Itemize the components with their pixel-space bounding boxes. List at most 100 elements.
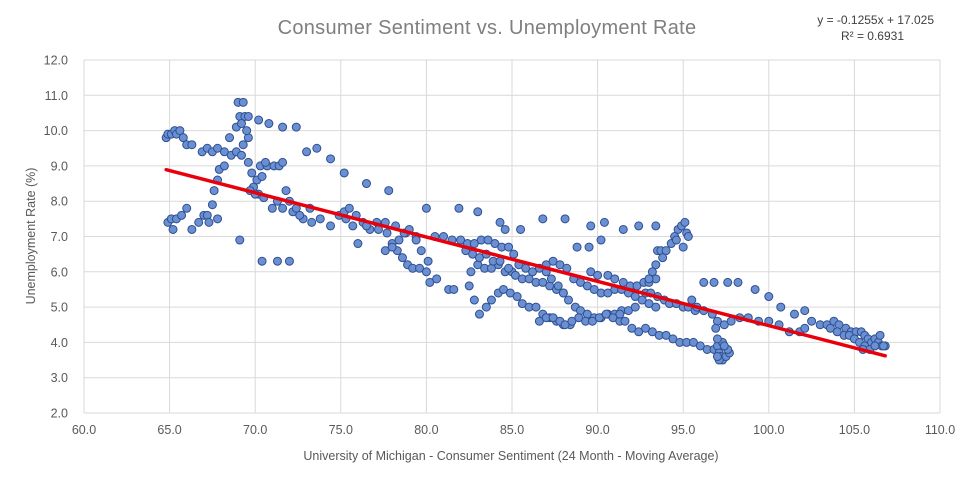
data-point [608, 313, 618, 323]
data-point [712, 352, 722, 362]
data-point [187, 140, 197, 150]
data-point [764, 292, 774, 302]
data-point [278, 203, 288, 213]
data-point [733, 277, 743, 287]
data-point [307, 217, 317, 227]
data-point [469, 295, 479, 305]
data-point [425, 277, 435, 287]
data-point [243, 157, 253, 167]
data-point [213, 214, 223, 224]
data-point [474, 309, 484, 319]
data-point [284, 256, 294, 266]
data-point [620, 316, 630, 326]
data-point [213, 143, 223, 153]
y-tick-label: 6.0 [51, 265, 68, 279]
x-tick-label: 65.0 [157, 423, 181, 437]
data-point [411, 235, 421, 245]
data-point [247, 168, 257, 178]
data-point [254, 115, 264, 125]
data-point [344, 203, 354, 213]
data-point [225, 133, 235, 143]
data-point [272, 256, 282, 266]
data-point [647, 267, 657, 277]
data-point [567, 316, 577, 326]
data-point [517, 299, 527, 309]
y-axis-label: Unemployment Rate (%) [24, 168, 38, 305]
data-point [504, 242, 514, 252]
data-point [586, 221, 596, 231]
data-point [546, 274, 556, 284]
data-point [593, 270, 603, 280]
data-point [658, 253, 668, 263]
data-point [387, 242, 397, 252]
data-point [641, 323, 651, 333]
data-point [599, 217, 609, 227]
data-point [348, 221, 358, 231]
data-point [486, 295, 496, 305]
y-tick-label: 4.0 [51, 336, 68, 350]
data-point [560, 320, 570, 330]
x-tick-label: 95.0 [671, 423, 695, 437]
x-tick-label: 105.0 [839, 423, 870, 437]
data-point [464, 281, 474, 291]
data-point [339, 168, 349, 178]
data-point [182, 203, 192, 213]
data-point [589, 284, 599, 294]
data-point [531, 302, 541, 312]
data-point [505, 288, 515, 298]
x-tick-label: 75.0 [329, 423, 353, 437]
trendline-equation: y = -0.1255x + 17.025 [817, 13, 934, 27]
data-point [295, 210, 305, 220]
data-point [560, 214, 570, 224]
data-point [278, 157, 288, 167]
data-point [302, 147, 312, 157]
data-point [524, 274, 534, 284]
data-point [695, 341, 705, 351]
data-point [474, 253, 484, 263]
data-point [574, 313, 584, 323]
data-point [481, 302, 491, 312]
data-point [384, 186, 394, 196]
data-point [651, 302, 661, 312]
data-point [504, 263, 514, 273]
data-point [586, 267, 596, 277]
data-point [603, 288, 613, 298]
data-point [528, 267, 538, 277]
data-point [618, 224, 628, 234]
data-point [538, 277, 548, 287]
data-point [719, 320, 729, 330]
data-point [326, 221, 336, 231]
data-point [257, 171, 267, 181]
data-point [712, 334, 722, 344]
data-point [661, 330, 671, 340]
data-point [879, 341, 889, 351]
data-point [416, 246, 426, 256]
data-point [610, 274, 620, 284]
trendline-group [164, 167, 887, 358]
data-point [596, 235, 606, 245]
data-point [699, 277, 709, 287]
data-point [421, 267, 431, 277]
data-point [242, 126, 252, 136]
data-point [553, 281, 563, 291]
data-point [587, 316, 597, 326]
data-point [281, 186, 291, 196]
data-point [825, 323, 835, 333]
data-point [326, 154, 336, 164]
data-point [315, 214, 325, 224]
data-point [291, 122, 301, 132]
data-point [380, 246, 390, 256]
data-point [177, 210, 187, 220]
data-point [687, 295, 697, 305]
data-point [711, 323, 721, 333]
data-point [238, 97, 248, 107]
trendline-r-squared: R² = 0.6931 [841, 29, 904, 43]
y-tick-label: 12.0 [44, 54, 68, 68]
data-point [637, 295, 647, 305]
data-point [563, 295, 573, 305]
data-point [264, 119, 274, 129]
data-point [719, 341, 729, 351]
data-point [870, 341, 880, 351]
data-point [243, 111, 253, 121]
